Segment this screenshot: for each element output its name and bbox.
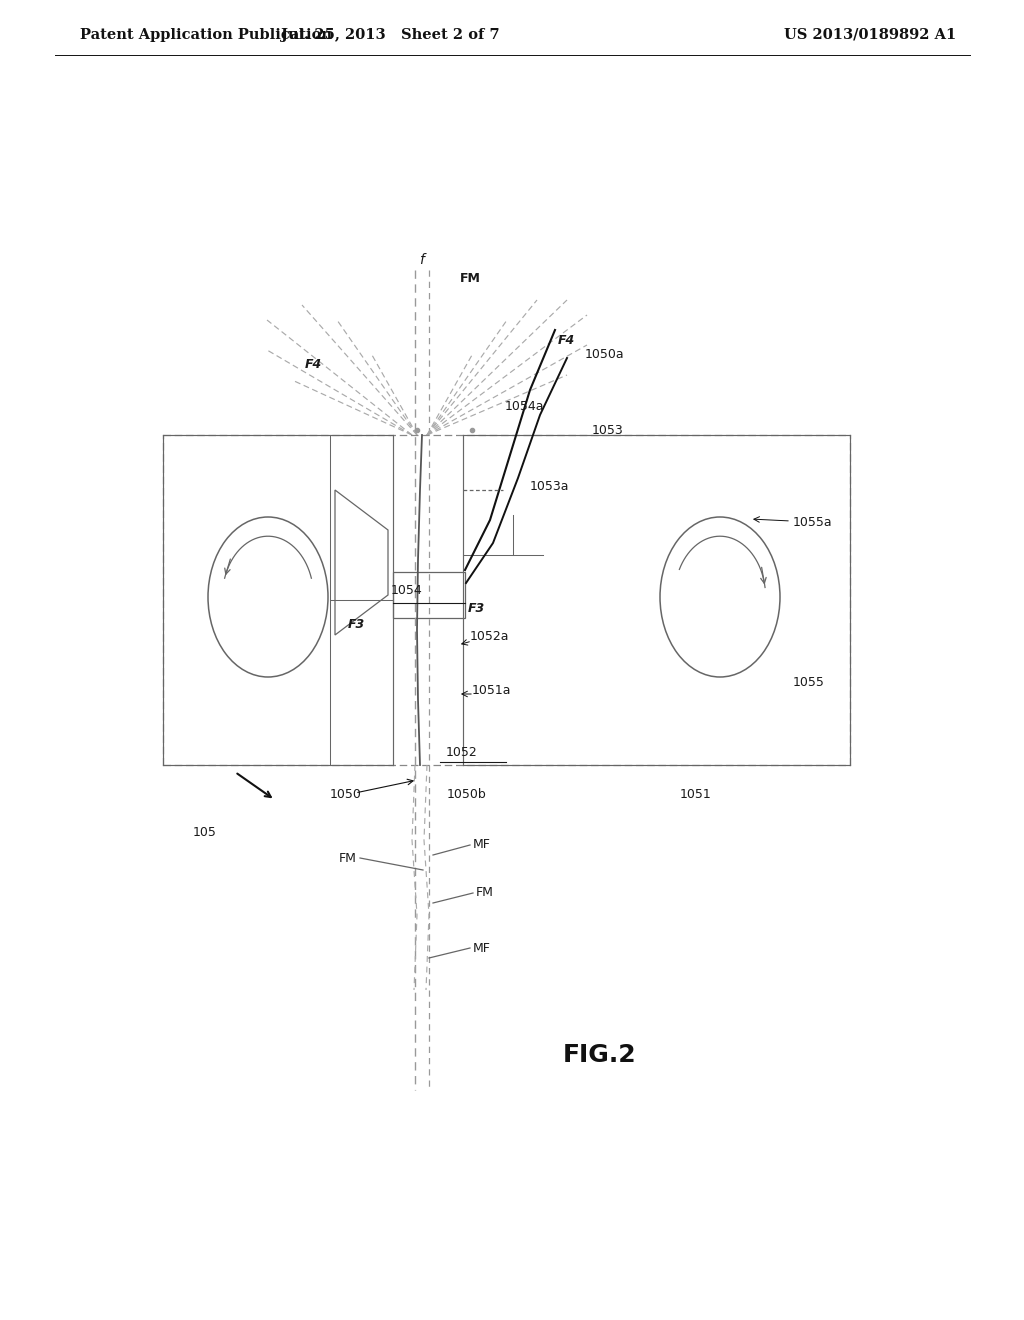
Text: 1055a: 1055a [793, 516, 833, 529]
Text: 1053a: 1053a [530, 479, 569, 492]
Text: 1051: 1051 [680, 788, 712, 801]
Text: 1054: 1054 [391, 585, 423, 598]
Text: FIG.2: FIG.2 [563, 1043, 637, 1067]
Text: 1055: 1055 [793, 676, 825, 689]
Text: F3: F3 [348, 619, 366, 631]
Text: MF: MF [473, 941, 490, 954]
Text: 1053: 1053 [592, 424, 624, 437]
Text: Patent Application Publication: Patent Application Publication [80, 28, 332, 42]
Text: MF: MF [473, 838, 490, 851]
Text: 1050a: 1050a [585, 348, 625, 362]
Text: Jul. 25, 2013   Sheet 2 of 7: Jul. 25, 2013 Sheet 2 of 7 [281, 28, 500, 42]
Text: 105: 105 [194, 825, 217, 838]
Bar [393, 572, 465, 618]
Text: f: f [419, 253, 424, 267]
Text: FM: FM [339, 851, 357, 865]
Text: 1052: 1052 [446, 746, 478, 759]
Text: US 2013/0189892 A1: US 2013/0189892 A1 [784, 28, 956, 42]
Text: 1051a: 1051a [472, 684, 512, 697]
Text: 1050: 1050 [330, 788, 362, 801]
Text: 1050b: 1050b [447, 788, 486, 801]
Text: FM: FM [476, 887, 494, 899]
Text: F3: F3 [468, 602, 485, 615]
Text: 1052a: 1052a [470, 631, 510, 644]
Text: F4: F4 [305, 358, 323, 371]
Text: 1054a: 1054a [505, 400, 545, 413]
Text: FM: FM [460, 272, 481, 285]
Text: F4: F4 [558, 334, 575, 346]
